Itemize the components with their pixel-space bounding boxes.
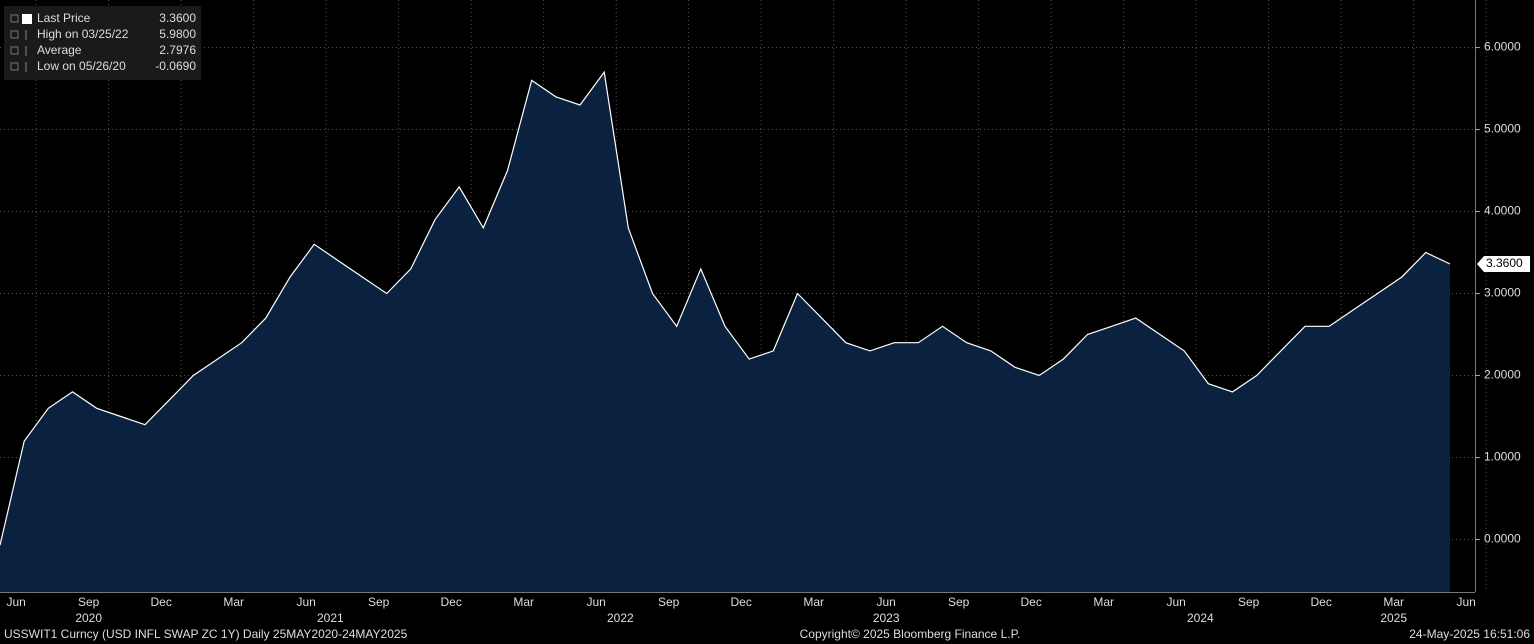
footer-timestamp: 24-May-2025 16:51:06 (1409, 627, 1530, 641)
x-tick-label: Jun (1166, 595, 1185, 609)
legend-toggle (10, 46, 19, 55)
y-tick-label: 3.0000 (1484, 286, 1521, 300)
x-year-label: 2020 (75, 611, 102, 625)
legend-value: 2.7976 (159, 43, 196, 57)
y-tick-label: 2.0000 (1484, 368, 1521, 382)
y-tick-label: 1.0000 (1484, 450, 1521, 464)
legend-name: Low on 05/26/20 (37, 59, 126, 73)
plot (0, 0, 1487, 592)
x-tick-label: Dec (150, 595, 171, 609)
x-tick-label: Jun (876, 595, 895, 609)
x-tick-label: Mar (1383, 595, 1404, 609)
x-tick-label: Jun (1456, 595, 1475, 609)
x-tick-label: Dec (1020, 595, 1041, 609)
legend-name: High on 03/25/22 (37, 27, 129, 41)
y-axis-line (1475, 0, 1476, 592)
x-year-label: 2023 (873, 611, 900, 625)
last-value-tag (1477, 256, 1530, 273)
footer-copyright: Copyright© 2025 Bloomberg Finance L.P. (800, 627, 1021, 641)
y-tick-label: 0.0000 (1484, 532, 1521, 546)
area (0, 72, 1450, 592)
x-tick-label: Dec (440, 595, 461, 609)
x-tick-label: Mar (223, 595, 244, 609)
legend-value: 3.3600 (159, 11, 196, 25)
line (0, 70, 1451, 546)
legend-toggle (10, 62, 19, 71)
x-tick-label: Dec (730, 595, 751, 609)
legend-value: 5.9800 (159, 27, 196, 41)
y-tick-label: 6.0000 (1484, 40, 1521, 54)
x-year-label: 2024 (1187, 611, 1214, 625)
footer-ticker: USSWIT1 Curncy (USD INFL SWAP ZC 1Y) Dai… (4, 627, 408, 641)
legend-toggle (10, 30, 19, 39)
legend-name: Average (37, 43, 82, 57)
x-tick-label: Sep (658, 595, 680, 609)
x-tick-label: Sep (1238, 595, 1260, 609)
legend-toggle (10, 14, 19, 23)
x-tick-label: Dec (1310, 595, 1331, 609)
x-tick-label: Jun (296, 595, 315, 609)
x-tick-label: Mar (803, 595, 824, 609)
x-tick-label: Jun (586, 595, 605, 609)
legend-name: Last Price (37, 11, 91, 25)
x-tick-label: Sep (948, 595, 970, 609)
x-year-label: 2021 (317, 611, 344, 625)
x-year-label: 2022 (607, 611, 634, 625)
x-tick-label: Jun (6, 595, 25, 609)
x-tick-label: Sep (78, 595, 100, 609)
x-tick-label: Mar (513, 595, 534, 609)
x-tick-label: Sep (368, 595, 390, 609)
legend-swatch (22, 14, 32, 24)
legend-box (4, 6, 201, 80)
x-tick-label: Mar (1093, 595, 1114, 609)
last-value-label: 3.3600 (1486, 256, 1523, 270)
legend-value: -0.0690 (155, 59, 196, 73)
x-year-label: 2025 (1380, 611, 1407, 625)
y-tick-label: 4.0000 (1484, 204, 1521, 218)
y-tick-label: 5.0000 (1484, 122, 1521, 136)
x-axis-line (0, 592, 1475, 593)
